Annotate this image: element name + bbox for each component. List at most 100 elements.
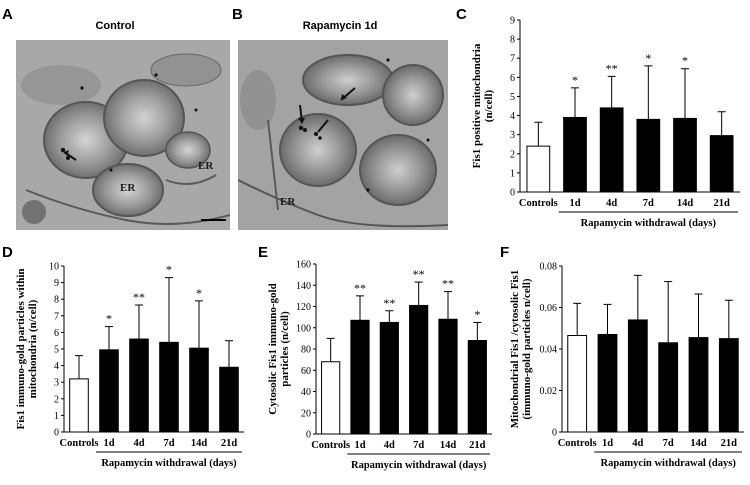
x-group-label: Rapamycin withdrawal (days)	[581, 218, 717, 229]
bar-14d	[189, 347, 209, 433]
bar-14d	[438, 318, 458, 435]
y-tick-label: 1	[510, 168, 515, 179]
chart-e: 0 20 40 60 80 100 120 140 160 Cytosolic Fis1 immu…	[258, 254, 498, 480]
bar-21d	[709, 135, 734, 193]
bar-7d	[658, 342, 679, 433]
y-tick-label: 0.06	[540, 303, 558, 314]
significance-marker: *	[106, 312, 112, 326]
bar-1d	[350, 319, 370, 435]
x-group-label: Rapamycin withdrawal (days)	[101, 458, 237, 469]
significance-marker: *	[682, 54, 688, 68]
x-tick-label: 14d	[690, 438, 707, 449]
significance-marker: **	[133, 290, 145, 304]
y-axis-label-line: Mitochondrial Fis1 /cytosolic Fis1	[509, 270, 521, 429]
x-tick-label: 21d	[221, 438, 238, 449]
bar-1d	[99, 349, 119, 433]
panel-letter-e: E	[258, 244, 269, 261]
panel-a-title: Control	[95, 20, 135, 32]
x-tick-label: 14d	[191, 438, 208, 449]
y-tick-label: 120	[296, 302, 311, 313]
significance-marker: *	[196, 286, 202, 300]
x-tick-label: 7d	[663, 438, 674, 449]
y-tick-label: 4	[510, 111, 515, 122]
y-axis-label-line: Fis1 immuno-gold particles within	[15, 268, 27, 429]
bar-14d	[688, 337, 709, 433]
bar-1d	[563, 116, 587, 193]
y-tick-label: 6	[510, 73, 515, 84]
x-tick-label: 1d	[103, 438, 114, 449]
y-axis-label-line: (n/cell)	[483, 89, 495, 122]
significance-marker: **	[383, 296, 395, 310]
y-tick-label: 6	[54, 328, 59, 339]
y-tick-label: 8	[510, 35, 515, 46]
significance-marker: *	[474, 307, 480, 321]
significance-marker: **	[354, 281, 366, 295]
bar-4d	[627, 319, 648, 433]
bar-7d	[159, 341, 179, 433]
chart-c: 0 1 2 3 4 5 6 7 8 9 Fis1 positive mitochondria(n/c…	[462, 12, 750, 240]
y-tick-label: 0.08	[540, 262, 558, 273]
chart-d: 0 1 2 3 4 5 6 7 8 9 10 Fis1 immuno-gold particles w…	[6, 258, 250, 480]
bar-4d	[599, 107, 624, 193]
y-tick-label: 8	[54, 295, 59, 306]
bar-controls	[69, 378, 89, 433]
y-axis-label-line: (immuno-gold particles n/cell)	[521, 278, 533, 419]
panel-letter-a: A	[2, 6, 13, 23]
significance-marker: **	[442, 277, 454, 291]
bar-14d	[673, 117, 697, 193]
x-tick-label: Controls	[311, 440, 350, 451]
bar-1d	[597, 333, 618, 433]
y-tick-label: 5	[510, 92, 515, 103]
bar-21d	[467, 340, 487, 435]
significance-marker: *	[572, 73, 578, 87]
micrograph-rapamycin-1d	[238, 40, 448, 230]
x-tick-label: 4d	[606, 198, 617, 209]
bar-7d	[636, 118, 661, 193]
panel-a-er-label-2: ER	[120, 182, 136, 194]
y-axis-label: Fis1 positive mitochondria(n/cell)	[471, 43, 495, 168]
y-tick-label: 1	[54, 411, 59, 422]
bar-21d	[718, 338, 739, 433]
y-tick-label: 3	[510, 130, 515, 141]
x-tick-label: Controls	[519, 198, 558, 209]
y-axis-label-line: particles (n/cell)	[279, 311, 291, 387]
x-tick-label: 7d	[643, 198, 654, 209]
y-tick-label: 0.02	[540, 386, 558, 397]
y-axis-label: Fis1 immuno-gold particles withinmitocho…	[15, 268, 39, 429]
y-tick-label: 100	[296, 323, 311, 334]
x-tick-label: 21d	[721, 438, 738, 449]
bar-controls	[321, 361, 341, 435]
panel-b-er-label: ER	[280, 196, 296, 208]
chart-e-svg: 0 20 40 60 80 100 120 140 160 Cytosolic Fis1 immu…	[267, 260, 492, 471]
x-tick-label: 7d	[163, 438, 174, 449]
significance-marker: **	[606, 61, 618, 75]
x-tick-label: 1d	[569, 198, 580, 209]
x-tick-label: 4d	[632, 438, 643, 449]
chart-f: 0 0.02 0.04 0.06 0.08 Mitochondrial Fis1 /cyt…	[500, 258, 750, 480]
bar-controls	[526, 145, 551, 193]
x-tick-label: 14d	[677, 198, 694, 209]
x-group-label: Rapamycin withdrawal (days)	[600, 458, 736, 469]
x-tick-label: Controls	[60, 438, 99, 449]
y-axis-label-line: Fis1 positive mitochondria	[471, 43, 483, 168]
panel-letter-d: D	[2, 244, 13, 261]
chart-d-svg: 0 1 2 3 4 5 6 7 8 9 10 Fis1 immuno-gold particles w…	[15, 262, 244, 469]
y-tick-label: 7	[54, 311, 59, 322]
chart-c-svg: 0 1 2 3 4 5 6 7 8 9 Fis1 positive mitochondria(n/c…	[471, 16, 740, 229]
panel-letter-b: B	[232, 6, 243, 23]
y-tick-label: 80	[301, 345, 311, 356]
chart-f-svg: 0 0.02 0.04 0.06 0.08 Mitochondrial Fis1 /cyt…	[509, 262, 744, 469]
panel-a-er-label-1: ER	[198, 160, 214, 172]
x-tick-label: 1d	[602, 438, 613, 449]
y-tick-label: 4	[54, 361, 59, 372]
y-tick-label: 2	[54, 394, 59, 405]
y-tick-label: 0.04	[540, 345, 558, 356]
x-tick-label: 1d	[354, 440, 365, 451]
panel-letter-c: C	[456, 6, 467, 23]
panel-b-title: Rapamycin 1d	[302, 20, 378, 32]
bar-4d	[379, 321, 399, 435]
y-tick-label: 5	[54, 345, 59, 356]
x-tick-label: 21d	[469, 440, 486, 451]
y-tick-label: 7	[510, 54, 515, 65]
significance-marker: *	[166, 263, 172, 277]
